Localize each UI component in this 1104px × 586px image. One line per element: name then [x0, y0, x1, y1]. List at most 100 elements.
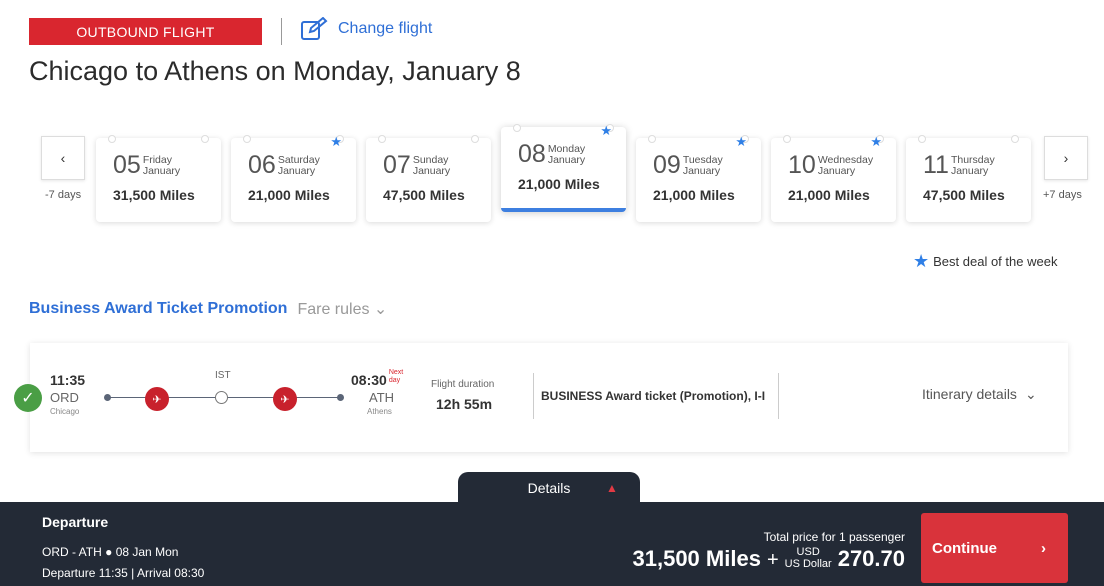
month: January — [142, 165, 181, 177]
date-card-08[interactable]: ★ 08 Monday January 21,000 Miles — [501, 123, 626, 212]
chevron-up-icon: ▲ — [606, 481, 618, 495]
date-label: 11 Thursday January — [923, 152, 1031, 178]
divider — [533, 373, 534, 419]
weekday: Saturday — [277, 154, 320, 166]
day-details: Saturday January — [278, 152, 320, 177]
departure-code: ORD — [50, 390, 79, 405]
plus-sign: + — [766, 549, 779, 571]
miles-total: 31,500 Miles — [632, 546, 761, 571]
fare-rules-toggle[interactable]: Fare rules ⌄ — [297, 299, 387, 319]
selected-check-icon: ✓ — [14, 384, 42, 412]
date-card-09[interactable]: ★ 09 Tuesday January 21,000 Miles — [636, 134, 761, 222]
departure-city: Chicago — [50, 407, 80, 416]
chevron-left-icon: ‹ — [60, 150, 66, 166]
change-flight-link[interactable]: Change flight — [300, 17, 432, 41]
page-title: Chicago to Athens on Monday, January 8 — [29, 56, 521, 86]
change-flight-label: Change flight — [338, 20, 433, 37]
day-details: Sunday January — [413, 152, 450, 177]
flight-option[interactable]: ✓ 11:35 ORD Chicago ✈ IST ✈ 08:30 Next d… — [14, 343, 1068, 452]
fare-class: BUSINESS Award ticket (Promotion), I-I — [541, 389, 766, 403]
itinerary-details-toggle[interactable]: Itinerary details ⌄ — [922, 386, 1037, 403]
date-card-10[interactable]: ★ 10 Wednesday January 21,000 Miles — [771, 134, 896, 222]
destination-dot — [337, 394, 344, 401]
ring-icon — [201, 135, 209, 143]
day-number: 09 — [653, 151, 681, 179]
itinerary-label: Itinerary details — [922, 386, 1017, 402]
divider — [778, 373, 779, 419]
prev-week-label: -7 days — [45, 189, 82, 201]
next-week-label: +7 days — [1043, 189, 1082, 201]
flight-date: 08 Jan Mon — [115, 545, 179, 559]
prev-week-button[interactable]: ‹ — [41, 136, 85, 180]
weekday: Friday — [142, 154, 172, 166]
day-details: Monday January — [548, 141, 585, 166]
day-number: 10 — [788, 151, 816, 179]
divider — [281, 18, 282, 45]
ring-icon — [243, 135, 251, 143]
duration-value: 12h 55m — [436, 396, 493, 412]
best-deal-legend: ★ Best deal of the week — [913, 251, 1057, 272]
month: January — [817, 165, 856, 177]
ring-icon — [336, 135, 344, 143]
weekday: Monday — [547, 143, 586, 155]
continue-label: Continue — [932, 539, 997, 557]
date-card-11[interactable]: 11 Thursday January 47,500 Miles — [906, 135, 1031, 222]
miles-price: 31,500 Miles — [113, 187, 195, 203]
day-details: Thursday January — [951, 152, 995, 177]
ring-icon — [1011, 135, 1019, 143]
date-label: 10 Wednesday January — [788, 152, 896, 178]
month: January — [950, 165, 989, 177]
star-icon: ★ — [600, 123, 612, 138]
weekday: Sunday — [412, 154, 449, 166]
times-summary: Departure 11:35 | Arrival 08:30 — [42, 566, 205, 580]
promo-header: Business Award Ticket Promotion Fare rul… — [29, 299, 387, 319]
date-card-05[interactable]: 05 Friday January 31,500 Miles — [96, 135, 221, 222]
miles-price: 21,000 Miles — [653, 187, 735, 203]
details-tab[interactable]: Details ▲ — [458, 472, 640, 504]
weekday: Tuesday — [682, 154, 723, 166]
star-icon: ★ — [735, 134, 747, 149]
ring-icon — [918, 135, 926, 143]
ring-icon — [378, 135, 386, 143]
date-card-06[interactable]: ★ 06 Saturday January 21,000 Miles — [231, 134, 356, 222]
miles-price: 47,500 Miles — [383, 187, 465, 203]
miles-price: 47,500 Miles — [923, 187, 1005, 203]
day-details: Wednesday January — [818, 152, 873, 177]
continue-button[interactable]: Continue › — [921, 513, 1068, 583]
day-details: Friday January — [143, 152, 180, 177]
total-price-label: Total price for 1 passenger — [763, 530, 905, 544]
price-row: 31,500 Miles + USD US Dollar 270.70 — [633, 546, 906, 572]
duration-label: Flight duration — [431, 379, 495, 390]
currency: USD US Dollar — [785, 546, 832, 572]
day-number: 06 — [248, 151, 276, 179]
route: ORD - ATH — [42, 545, 102, 559]
date-label: 09 Tuesday January — [653, 152, 761, 178]
ring-icon — [876, 135, 884, 143]
edit-icon — [301, 17, 328, 40]
date-label: 07 Sunday January — [383, 152, 491, 178]
star-icon: ★ — [870, 134, 882, 149]
chevron-right-icon: › — [1041, 539, 1046, 557]
ring-icon — [648, 135, 656, 143]
promo-title: Business Award Ticket Promotion — [29, 300, 288, 317]
weekday: Thursday — [950, 154, 995, 166]
price-summary: Total price for 1 passenger 31,500 Miles… — [633, 530, 906, 572]
month: January — [547, 154, 586, 166]
ring-icon — [108, 135, 116, 143]
month: January — [412, 165, 451, 177]
arrival-city: Athens — [367, 407, 392, 416]
date-label: 05 Friday January — [113, 152, 221, 178]
fare-rules-label: Fare rules — [297, 301, 370, 318]
chevron-right-icon: › — [1063, 150, 1069, 166]
next-week-button[interactable]: › — [1044, 136, 1088, 180]
airline-logo-icon: ✈ — [273, 387, 297, 411]
arrival-code: ATH — [369, 390, 395, 405]
currency-code: USD — [796, 546, 820, 558]
date-card-07[interactable]: 07 Sunday January 47,500 Miles — [366, 135, 491, 222]
details-label: Details — [527, 480, 571, 496]
ring-icon — [741, 135, 749, 143]
day-number: 08 — [518, 140, 546, 168]
star-icon: ★ — [330, 134, 342, 149]
miles-price: 21,000 Miles — [518, 176, 600, 192]
route-summary: ORD - ATH ● 08 Jan Mon — [42, 545, 179, 559]
